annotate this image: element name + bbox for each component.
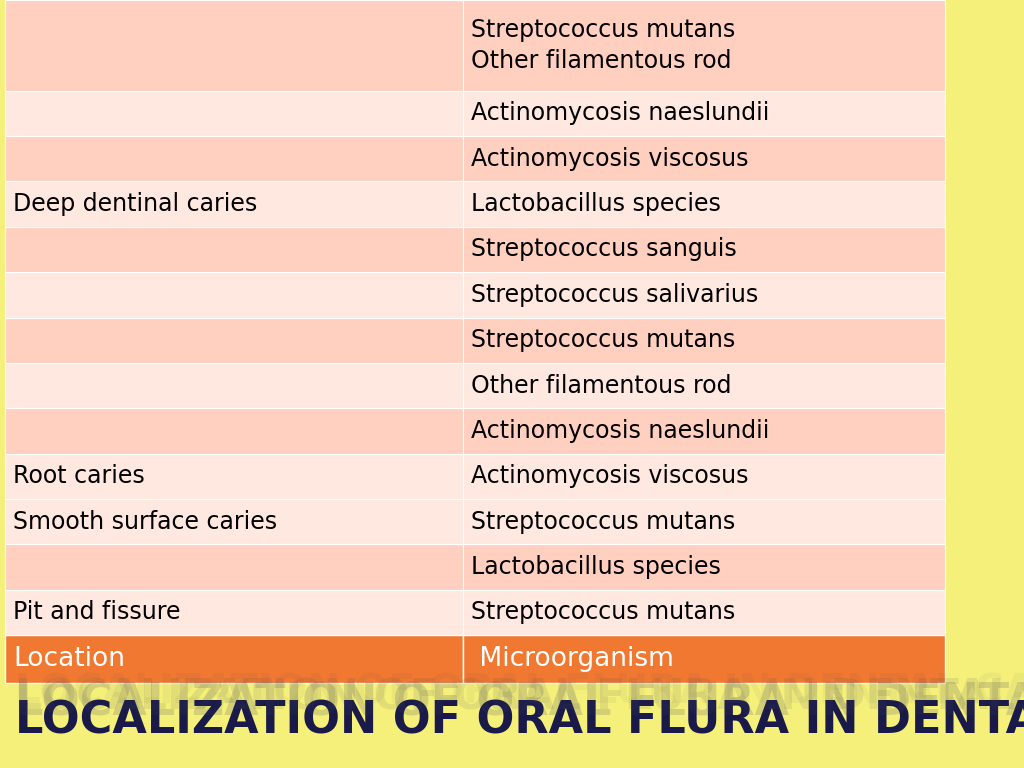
Bar xyxy=(5,136,463,181)
Text: Microorganism: Microorganism xyxy=(471,646,674,672)
Bar xyxy=(463,635,945,683)
Text: Streptococcus mutans: Streptococcus mutans xyxy=(471,328,735,353)
Text: LOCALIZATION OF ORAL FLURA IN DENTAL CARIES: LOCALIZATION OF ORAL FLURA IN DENTAL CAR… xyxy=(15,677,1024,719)
Text: Location: Location xyxy=(13,646,125,672)
Text: Pit and fissure: Pit and fissure xyxy=(13,601,180,624)
Text: Deep dentinal caries: Deep dentinal caries xyxy=(13,192,257,216)
Bar xyxy=(5,499,463,545)
Text: LOCALIZATION OF ORAL FLURA IN DENTAL CARIES: LOCALIZATION OF ORAL FLURA IN DENTAL CAR… xyxy=(15,700,1024,743)
Bar xyxy=(463,136,945,181)
Bar xyxy=(5,227,463,272)
Bar xyxy=(463,590,945,635)
Text: Streptococcus mutans: Streptococcus mutans xyxy=(471,601,735,624)
Bar xyxy=(463,0,945,91)
Bar xyxy=(5,317,463,362)
Text: Root caries: Root caries xyxy=(13,464,144,488)
Bar xyxy=(463,317,945,362)
Text: Smooth surface caries: Smooth surface caries xyxy=(13,510,278,534)
Text: Streptococcus mutans
Other filamentous rod: Streptococcus mutans Other filamentous r… xyxy=(471,18,735,73)
Bar xyxy=(463,272,945,317)
Bar xyxy=(463,454,945,499)
Bar xyxy=(5,635,463,683)
Bar xyxy=(463,362,945,409)
Bar xyxy=(463,499,945,545)
Bar xyxy=(463,545,945,590)
Bar xyxy=(5,181,463,227)
Bar xyxy=(5,409,463,454)
Text: Actinomycosis naeslundii: Actinomycosis naeslundii xyxy=(471,101,769,125)
Bar xyxy=(463,181,945,227)
Text: Actinomycosis viscosus: Actinomycosis viscosus xyxy=(471,147,749,170)
Bar xyxy=(5,545,463,590)
Text: Actinomycosis naeslundii: Actinomycosis naeslundii xyxy=(471,419,769,443)
Text: Lactobacillus species: Lactobacillus species xyxy=(471,555,721,579)
Text: LOCALIZATION OF ORAL FLURA IN DENTAL CARIES: LOCALIZATION OF ORAL FLURA IN DENTAL CAR… xyxy=(15,682,1024,725)
Bar xyxy=(463,91,945,136)
Bar xyxy=(5,272,463,317)
Bar xyxy=(5,91,463,136)
Text: Streptococcus mutans: Streptococcus mutans xyxy=(471,510,735,534)
Bar xyxy=(5,454,463,499)
Text: Streptococcus sanguis: Streptococcus sanguis xyxy=(471,237,736,261)
Bar xyxy=(463,227,945,272)
Bar xyxy=(5,0,463,91)
Bar xyxy=(463,409,945,454)
Text: Actinomycosis viscosus: Actinomycosis viscosus xyxy=(471,464,749,488)
Bar xyxy=(5,590,463,635)
Text: Streptococcus salivarius: Streptococcus salivarius xyxy=(471,283,758,307)
Text: LOCALIZATION OF ORAL FLURA IN DENTAL CARIES: LOCALIZATION OF ORAL FLURA IN DENTAL CAR… xyxy=(15,672,1024,712)
Bar xyxy=(5,362,463,409)
Text: Lactobacillus species: Lactobacillus species xyxy=(471,192,721,216)
Text: Other filamentous rod: Other filamentous rod xyxy=(471,373,731,398)
